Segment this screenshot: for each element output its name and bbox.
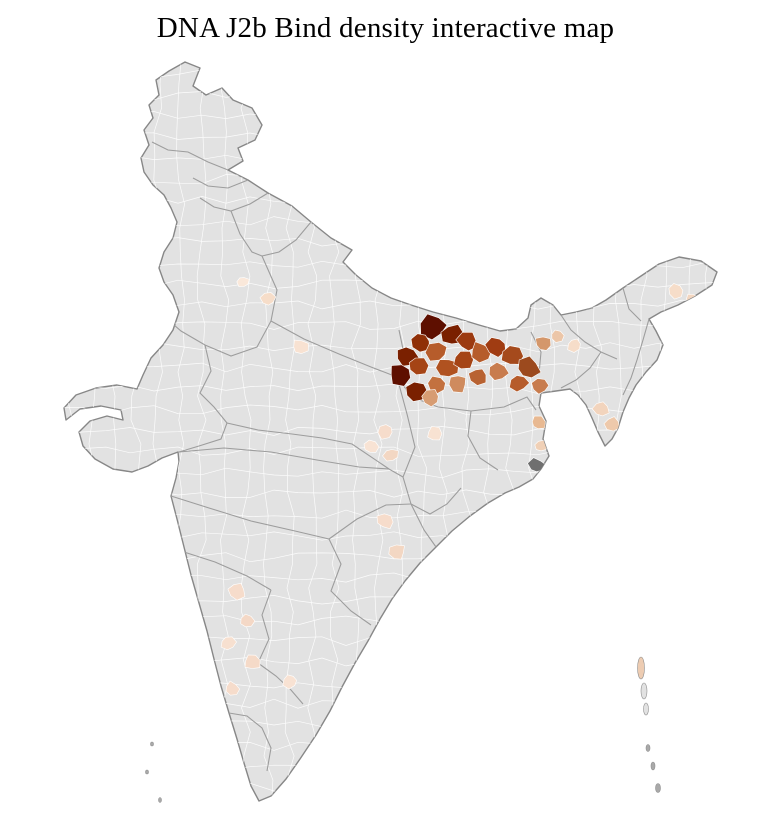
district[interactable] [377, 424, 393, 440]
district[interactable] [259, 292, 277, 306]
district[interactable] [435, 359, 460, 377]
district[interactable] [455, 331, 477, 352]
district[interactable] [408, 357, 430, 376]
district[interactable] [427, 425, 443, 441]
district[interactable] [509, 375, 531, 393]
district[interactable] [517, 355, 542, 379]
district[interactable] [685, 293, 701, 305]
district[interactable] [484, 337, 506, 358]
district[interactable] [220, 636, 237, 651]
district[interactable] [535, 336, 552, 351]
district[interactable] [282, 674, 298, 690]
page-title: DNA J2b Bind density interactive map [156, 12, 615, 44]
island[interactable] [643, 702, 649, 716]
district[interactable] [488, 361, 510, 381]
island[interactable] [645, 744, 651, 752]
district[interactable] [567, 338, 581, 353]
district[interactable] [244, 654, 261, 669]
district[interactable] [382, 449, 399, 462]
district[interactable] [410, 333, 430, 353]
island[interactable] [637, 656, 645, 680]
district[interactable] [591, 401, 610, 417]
district[interactable] [363, 439, 380, 453]
district[interactable] [293, 339, 309, 354]
district[interactable] [453, 350, 474, 370]
island[interactable] [158, 797, 162, 803]
district[interactable] [227, 582, 246, 601]
district[interactable] [668, 283, 684, 300]
district[interactable] [531, 378, 550, 395]
district[interactable] [531, 415, 546, 430]
district[interactable] [448, 375, 466, 394]
island[interactable] [145, 769, 149, 775]
district[interactable] [420, 313, 448, 341]
district[interactable] [551, 329, 565, 343]
island[interactable] [650, 761, 656, 771]
district[interactable] [603, 416, 621, 432]
district[interactable] [236, 277, 250, 287]
district[interactable] [468, 368, 487, 386]
island[interactable] [640, 682, 648, 700]
district[interactable] [421, 389, 439, 408]
island[interactable] [655, 783, 661, 793]
district[interactable] [390, 364, 411, 387]
island[interactable] [150, 741, 154, 747]
district[interactable] [376, 513, 394, 530]
district[interactable] [388, 544, 405, 560]
district[interactable] [225, 680, 241, 696]
district[interactable] [240, 613, 256, 628]
district[interactable] [424, 342, 448, 362]
